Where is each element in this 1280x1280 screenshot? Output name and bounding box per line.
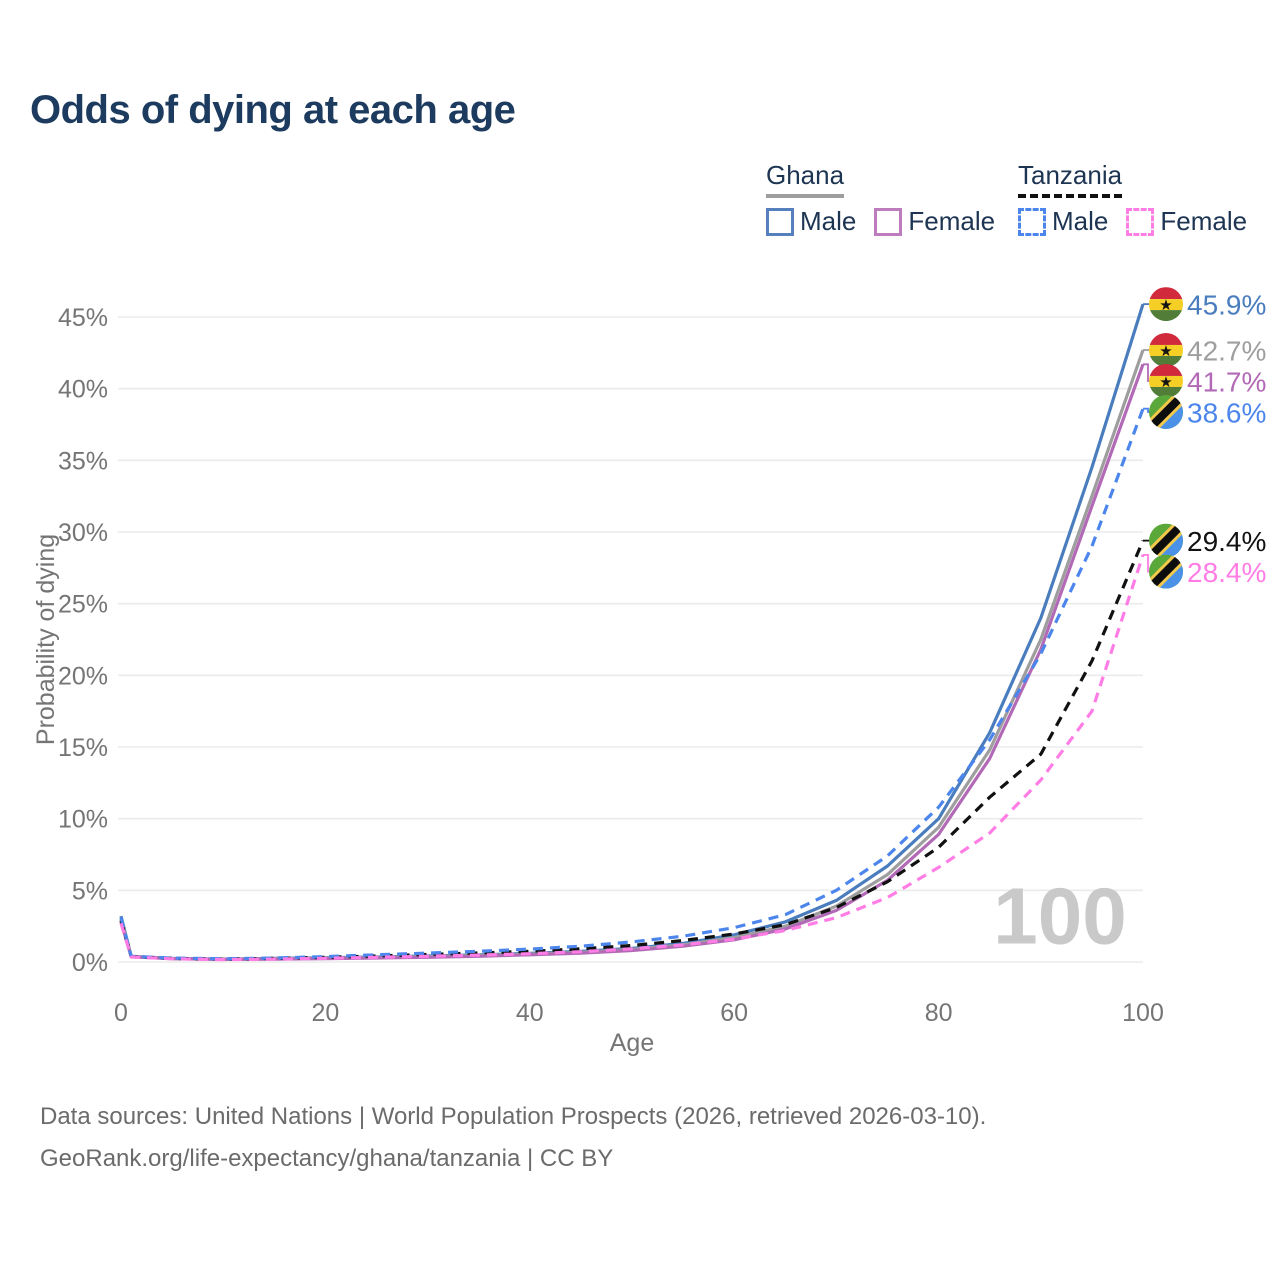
legend-country-ghana[interactable]: Ghana <box>766 160 845 198</box>
ghana-flag-icon: ★ <box>1149 363 1183 398</box>
svg-text:★: ★ <box>1159 374 1172 391</box>
y-axis-title: Probability of dying <box>32 534 60 745</box>
legend-item-ghana-male[interactable]: Male <box>766 206 856 237</box>
legend-group-tanzania: Tanzania Male Female <box>1018 160 1265 237</box>
end-value-label-ghana-both: 42.7% <box>1187 335 1266 366</box>
series-line-ghana-male[interactable] <box>119 303 1145 961</box>
end-value-label-tanzania-both: 29.4% <box>1187 526 1266 557</box>
y-tick-label: 0% <box>72 949 108 977</box>
end-value-label-tanzania-male: 38.6% <box>1187 397 1266 428</box>
legend-group-ghana: Ghana Male Female <box>766 160 1013 237</box>
source-url-line: GeoRank.org/life-expectancy/ghana/tanzan… <box>40 1145 614 1172</box>
x-axis-title: Age <box>610 1029 654 1057</box>
attribution-footer: Data sources: United Nations | World Pop… <box>40 1096 986 1180</box>
svg-text:★: ★ <box>1159 297 1172 314</box>
y-tick-label: 10% <box>58 806 108 834</box>
x-tick-label: 40 <box>516 999 544 1027</box>
y-tick-label: 40% <box>58 376 108 404</box>
legend-item-tanzania-male[interactable]: Male <box>1018 206 1108 237</box>
ghana-female-swatch-icon <box>874 207 903 236</box>
series-line-tanzania-female[interactable] <box>119 554 1145 962</box>
ghana-flag-icon: ★ <box>1149 332 1183 367</box>
ghana-flag-icon: ★ <box>1149 287 1183 322</box>
series-line-tanzania-male[interactable] <box>119 408 1145 961</box>
x-tick-label: 80 <box>925 999 953 1027</box>
data-source-line: Data sources: United Nations | World Pop… <box>40 1103 987 1130</box>
tanzania-female-swatch-icon <box>1126 207 1155 236</box>
end-value-label-ghana-female: 41.7% <box>1187 366 1266 397</box>
series-line-ghana-both[interactable] <box>119 349 1145 961</box>
y-tick-label: 5% <box>72 877 108 905</box>
page-title: Odds of dying at each age <box>30 88 516 132</box>
legend-country-tanzania[interactable]: Tanzania <box>1018 160 1123 198</box>
legend-item-ghana-female[interactable]: Female <box>874 206 995 237</box>
ghana-male-swatch-icon <box>766 207 794 236</box>
legend-item-label: Male <box>1052 206 1109 236</box>
tanzania-flag-icon <box>1149 523 1183 558</box>
legend-item-label: Female <box>908 206 996 236</box>
x-tick-label: 60 <box>720 999 748 1027</box>
tanzania-flag-icon <box>1149 394 1183 429</box>
end-value-label-tanzania-female: 28.4% <box>1187 557 1266 588</box>
tanzania-flag-icon <box>1149 554 1183 589</box>
y-tick-label: 30% <box>58 519 108 547</box>
legend-item-label: Male <box>800 206 857 236</box>
y-tick-label: 15% <box>58 734 108 762</box>
y-tick-label: 35% <box>58 447 108 475</box>
x-tick-label: 100 <box>1122 999 1164 1027</box>
tanzania-male-swatch-icon <box>1018 207 1046 236</box>
x-tick-label: 0 <box>114 999 128 1027</box>
legend-item-tanzania-female[interactable]: Female <box>1126 206 1247 237</box>
y-tick-label: 45% <box>58 304 108 332</box>
age-frame-watermark: 100 <box>993 872 1126 961</box>
y-tick-label: 20% <box>58 662 108 690</box>
series-line-ghana-female[interactable] <box>119 363 1145 962</box>
y-tick-label: 25% <box>58 591 108 619</box>
x-tick-label: 20 <box>311 999 339 1027</box>
end-value-label-ghana-male: 45.9% <box>1187 290 1266 321</box>
legend-item-label: Female <box>1160 206 1248 236</box>
svg-text:★: ★ <box>1159 343 1172 360</box>
